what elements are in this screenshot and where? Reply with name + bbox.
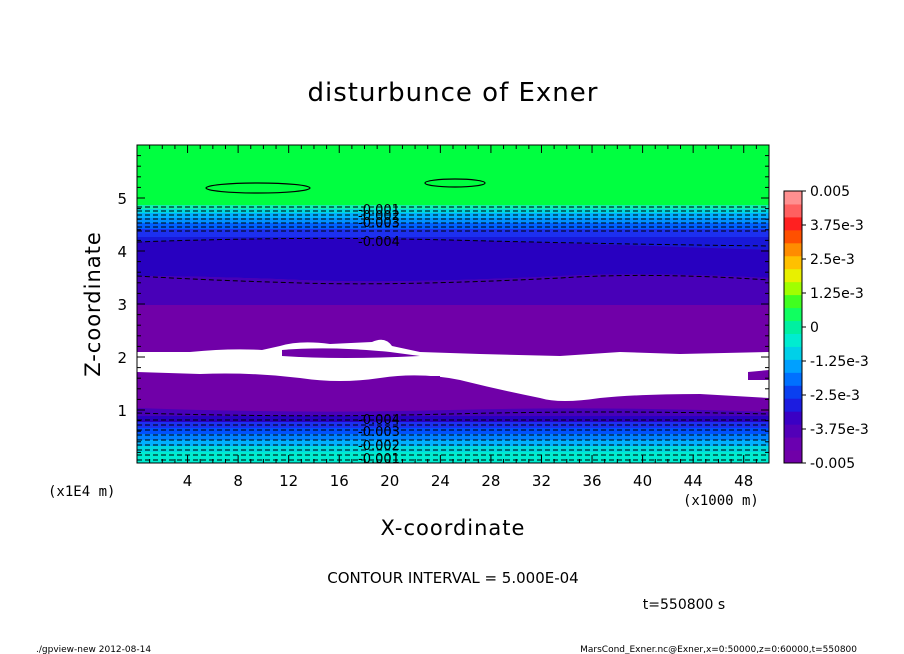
colorbar-label: -0.005 bbox=[810, 456, 855, 472]
x-tick-label: 48 bbox=[734, 472, 753, 490]
contour-label: -0.003 bbox=[358, 425, 400, 440]
contour-label: -0.001 bbox=[358, 452, 400, 467]
x-tick-label: 40 bbox=[633, 472, 652, 490]
contour-label: -0.002 bbox=[358, 209, 400, 224]
chart-title: disturbunce of Exner bbox=[308, 78, 599, 108]
plot-area: -0.001 -0.002 -0.003 -0.004 -0.004 -0.00… bbox=[137, 145, 769, 467]
y-tick-label: 3 bbox=[117, 296, 127, 314]
x-tick-label: 36 bbox=[582, 472, 601, 490]
colorbar-label: 3.75e-3 bbox=[810, 218, 864, 234]
colorbar-swatch bbox=[784, 216, 802, 231]
colorbar-label: 1.25e-3 bbox=[810, 286, 864, 302]
x-axis-label: X-coordinate bbox=[381, 516, 526, 540]
x-tick-label: 32 bbox=[532, 472, 551, 490]
contour-labels-lower: -0.004 -0.003 -0.002 -0.001 bbox=[358, 413, 400, 467]
y-tick-label: 5 bbox=[117, 190, 127, 208]
x-unit-right: (x1000 m) bbox=[683, 493, 759, 509]
x-tick-label: 44 bbox=[684, 472, 703, 490]
x-tick-label: 12 bbox=[279, 472, 298, 490]
contour-labels-upper: -0.001 -0.002 -0.003 -0.004 bbox=[358, 203, 400, 250]
y-tick-label: 1 bbox=[117, 402, 127, 420]
colorbar-swatch bbox=[784, 307, 802, 322]
colorbar-swatch bbox=[784, 191, 802, 205]
colorbar-swatch bbox=[784, 437, 802, 451]
colorbar-swatch bbox=[784, 294, 802, 309]
x-tick-label: 24 bbox=[431, 472, 450, 490]
colorbar-swatch bbox=[784, 268, 802, 283]
x-tick-label: 16 bbox=[330, 472, 349, 490]
y-tick-label: 2 bbox=[117, 349, 127, 367]
colorbar-label: 0.005 bbox=[810, 184, 850, 200]
contour-label: -0.004 bbox=[358, 413, 400, 428]
x-tick-label: 20 bbox=[380, 472, 399, 490]
colorbar-label: -1.25e-3 bbox=[810, 354, 869, 370]
colorbar-swatch bbox=[784, 203, 802, 218]
colorbar-swatch bbox=[784, 281, 802, 296]
contour-lines-lower bbox=[137, 411, 769, 461]
contour-interval: CONTOUR INTERVAL = 5.000E-04 bbox=[327, 569, 578, 587]
contour-label: -0.002 bbox=[358, 439, 400, 454]
colorbar-swatch bbox=[784, 450, 802, 464]
colorbar-swatch bbox=[784, 229, 802, 244]
x-tick-label: 28 bbox=[481, 472, 500, 490]
x-tick-label: 4 bbox=[183, 472, 193, 490]
colorbar-label: 0 bbox=[810, 320, 819, 336]
colorbar-swatch bbox=[784, 333, 802, 347]
x-tick-label: 8 bbox=[233, 472, 243, 490]
colorbar-swatch bbox=[784, 385, 802, 399]
colorbar-swatch bbox=[784, 359, 802, 373]
footer-left: ./gpview-new 2012-08-14 bbox=[36, 645, 151, 654]
y-tick-label: 4 bbox=[117, 243, 127, 261]
contour-label: -0.004 bbox=[358, 235, 400, 250]
colorbar bbox=[784, 191, 802, 464]
colorbar-label: -2.5e-3 bbox=[810, 388, 860, 404]
contour-label: -0.003 bbox=[358, 216, 400, 231]
colorbar-swatch bbox=[784, 255, 802, 270]
time-label: t=550800 s bbox=[643, 597, 725, 613]
x-unit-left: (x1E4 m) bbox=[48, 484, 115, 500]
colorbar-swatch bbox=[784, 424, 802, 438]
colorbar-swatch bbox=[784, 411, 802, 425]
colorbar-label: 2.5e-3 bbox=[810, 252, 855, 268]
colorbar-swatch bbox=[784, 398, 802, 412]
positive-region bbox=[137, 145, 769, 207]
contour-ellipse bbox=[205, 182, 311, 194]
colorbar-swatch bbox=[784, 242, 802, 257]
colorbar-label: -3.75e-3 bbox=[810, 422, 869, 438]
contour-lines-upper bbox=[137, 206, 769, 285]
y-axis-label: Z-coordinate bbox=[81, 231, 105, 377]
colorbar-swatch bbox=[784, 320, 802, 334]
colorbar-swatch bbox=[784, 372, 802, 386]
contour-ellipse bbox=[424, 178, 486, 188]
footer-right: MarsCond_Exner.nc@Exner,x=0:50000,z=0:60… bbox=[580, 645, 857, 654]
colorbar-swatch bbox=[784, 346, 802, 360]
contour-label: -0.001 bbox=[358, 203, 400, 218]
